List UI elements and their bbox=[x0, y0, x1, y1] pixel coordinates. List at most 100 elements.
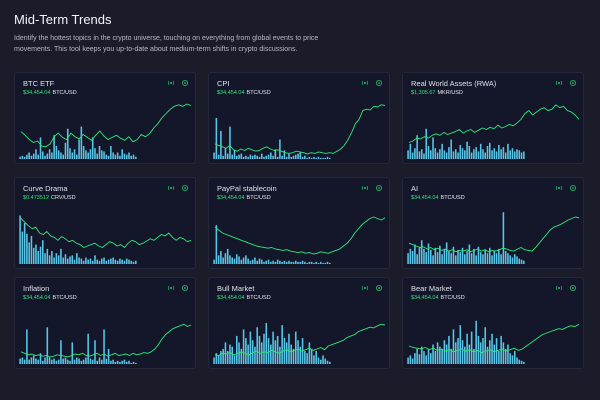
volume-bar bbox=[247, 156, 249, 159]
volume-bar bbox=[523, 361, 525, 364]
volume-bar bbox=[60, 248, 62, 264]
trend-card-real-world-assets-rwa[interactable]: Real World Assets (RWA) $1,305.67 MKR/USD bbox=[402, 72, 584, 164]
volume-bar bbox=[215, 117, 218, 159]
settings-icon[interactable] bbox=[569, 284, 577, 292]
volume-bar bbox=[513, 254, 516, 264]
volume-bar bbox=[53, 257, 55, 264]
radio-signal-icon[interactable] bbox=[167, 284, 175, 292]
trend-card-paypal-stablecoin[interactable]: PayPal stablecoin $34,454.04 BTC/USD bbox=[208, 177, 390, 269]
volume-bar bbox=[418, 246, 421, 264]
card-title: AI bbox=[411, 184, 419, 193]
volume-bar bbox=[103, 257, 105, 264]
trend-card-btc-etf[interactable]: BTC ETF $34,454.04 BTC/USD bbox=[14, 72, 196, 164]
volume-bar bbox=[285, 342, 288, 364]
radio-signal-icon[interactable] bbox=[361, 184, 369, 192]
volume-bar bbox=[461, 340, 464, 364]
volume-bar bbox=[125, 154, 128, 159]
volume-bar bbox=[324, 358, 327, 364]
volume-bar bbox=[452, 246, 455, 264]
volume-bar bbox=[135, 260, 137, 264]
volume-bar bbox=[502, 147, 505, 159]
volume-bar bbox=[432, 344, 434, 364]
settings-icon[interactable] bbox=[569, 79, 577, 87]
volume-bar bbox=[473, 348, 475, 364]
radio-signal-icon[interactable] bbox=[361, 79, 369, 87]
volume-bar bbox=[509, 150, 511, 159]
volume-bar bbox=[107, 348, 110, 364]
volume-bar bbox=[69, 360, 71, 364]
trend-card-curve-drama[interactable]: Curve Drama $0.473512 CRV/USD bbox=[14, 177, 196, 269]
volume-bar bbox=[409, 143, 412, 159]
card-price-row: $1,305.67 MKR/USD bbox=[411, 90, 463, 96]
volume-bar bbox=[523, 151, 525, 159]
trend-card-bear-market[interactable]: Bear Market $34,454.04 BTC/USD bbox=[402, 277, 584, 369]
volume-bar bbox=[37, 359, 40, 364]
volume-bar bbox=[224, 253, 227, 264]
radio-signal-icon[interactable] bbox=[167, 184, 175, 192]
volume-bar bbox=[513, 151, 516, 159]
volume-bar bbox=[493, 148, 496, 159]
volume-bar bbox=[44, 253, 46, 264]
settings-icon[interactable] bbox=[375, 284, 383, 292]
volume-bar bbox=[23, 359, 26, 364]
volume-bar bbox=[263, 333, 265, 364]
volume-bar bbox=[457, 249, 459, 264]
settings-icon[interactable] bbox=[375, 79, 383, 87]
price-line bbox=[20, 323, 192, 358]
trend-card-inflation[interactable]: Inflation $34,454.04 BTC/USD bbox=[14, 277, 196, 369]
settings-icon[interactable] bbox=[569, 184, 577, 192]
volume-bar bbox=[125, 361, 128, 364]
volume-bar bbox=[98, 260, 101, 264]
volume-bar bbox=[427, 348, 430, 364]
volume-bar bbox=[240, 348, 243, 364]
radio-signal-icon[interactable] bbox=[167, 79, 175, 87]
volume-bar bbox=[107, 155, 110, 159]
settings-icon[interactable] bbox=[181, 79, 189, 87]
volume-bar bbox=[484, 327, 487, 364]
trend-card-ai[interactable]: AI $34,454.04 BTC/USD bbox=[402, 177, 584, 269]
volume-bar bbox=[288, 260, 290, 264]
volume-bar bbox=[507, 344, 509, 364]
trend-chart bbox=[213, 322, 386, 364]
volume-bar bbox=[226, 351, 229, 364]
volume-bar bbox=[130, 260, 133, 264]
radio-signal-icon[interactable] bbox=[555, 284, 563, 292]
volume-bar bbox=[326, 156, 329, 159]
volume-bar bbox=[231, 154, 234, 159]
volume-bar bbox=[226, 153, 229, 159]
volume-bar bbox=[125, 258, 128, 264]
volume-bar bbox=[454, 342, 457, 364]
volume-bar bbox=[233, 150, 236, 159]
volume-bar bbox=[294, 154, 297, 159]
volume-bar bbox=[414, 148, 416, 159]
volume-bar bbox=[53, 358, 55, 364]
trend-chart bbox=[19, 215, 192, 264]
card-pair: BTC/USD bbox=[246, 90, 271, 96]
trend-card-bull-market[interactable]: Bull Market $34,454.04 BTC/USD bbox=[208, 277, 390, 369]
volume-bar bbox=[477, 335, 480, 364]
volume-bar bbox=[35, 358, 37, 364]
card-price: $34,454.04 bbox=[217, 90, 245, 96]
volume-bar bbox=[105, 358, 108, 364]
card-price-row: $34,454.04 BTC/USD bbox=[217, 295, 271, 301]
volume-bar bbox=[240, 259, 243, 264]
settings-icon[interactable] bbox=[181, 184, 189, 192]
volume-bar bbox=[443, 150, 446, 159]
card-price-row: $34,454.04 BTC/USD bbox=[23, 295, 77, 301]
volume-bar bbox=[91, 137, 94, 159]
trend-card-cpi[interactable]: CPI $34,454.04 BTC/USD bbox=[208, 72, 390, 164]
volume-bar bbox=[479, 143, 482, 159]
volume-bar bbox=[502, 342, 505, 364]
volume-bar bbox=[523, 260, 525, 264]
radio-signal-icon[interactable] bbox=[555, 79, 563, 87]
volume-bar bbox=[429, 249, 432, 264]
radio-signal-icon[interactable] bbox=[555, 184, 563, 192]
radio-signal-icon[interactable] bbox=[361, 284, 369, 292]
volume-bar bbox=[39, 137, 42, 159]
volume-bar bbox=[276, 259, 279, 264]
settings-icon[interactable] bbox=[181, 284, 189, 292]
volume-bar bbox=[493, 251, 496, 264]
settings-icon[interactable] bbox=[375, 184, 383, 192]
volume-bar bbox=[87, 152, 89, 159]
volume-bar bbox=[516, 357, 518, 364]
